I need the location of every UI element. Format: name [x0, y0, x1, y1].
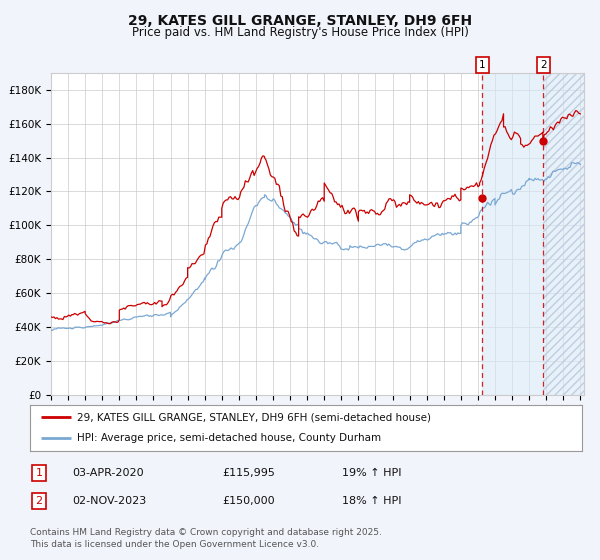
- Text: 2: 2: [35, 496, 43, 506]
- Text: 19% ↑ HPI: 19% ↑ HPI: [342, 468, 401, 478]
- Text: 1: 1: [35, 468, 43, 478]
- Text: 1: 1: [479, 60, 485, 70]
- Text: 29, KATES GILL GRANGE, STANLEY, DH9 6FH (semi-detached house): 29, KATES GILL GRANGE, STANLEY, DH9 6FH …: [77, 412, 431, 422]
- Text: £115,995: £115,995: [222, 468, 275, 478]
- Text: 2: 2: [540, 60, 547, 70]
- Text: 29, KATES GILL GRANGE, STANLEY, DH9 6FH: 29, KATES GILL GRANGE, STANLEY, DH9 6FH: [128, 14, 472, 28]
- Text: This data is licensed under the Open Government Licence v3.0.: This data is licensed under the Open Gov…: [30, 540, 319, 549]
- Text: Contains HM Land Registry data © Crown copyright and database right 2025.: Contains HM Land Registry data © Crown c…: [30, 528, 382, 537]
- Bar: [482, 73, 584, 395]
- Text: 03-APR-2020: 03-APR-2020: [72, 468, 143, 478]
- Bar: [544, 73, 584, 395]
- Text: 02-NOV-2023: 02-NOV-2023: [72, 496, 146, 506]
- Text: Price paid vs. HM Land Registry's House Price Index (HPI): Price paid vs. HM Land Registry's House …: [131, 26, 469, 39]
- Text: HPI: Average price, semi-detached house, County Durham: HPI: Average price, semi-detached house,…: [77, 433, 381, 444]
- Text: £150,000: £150,000: [222, 496, 275, 506]
- Text: 18% ↑ HPI: 18% ↑ HPI: [342, 496, 401, 506]
